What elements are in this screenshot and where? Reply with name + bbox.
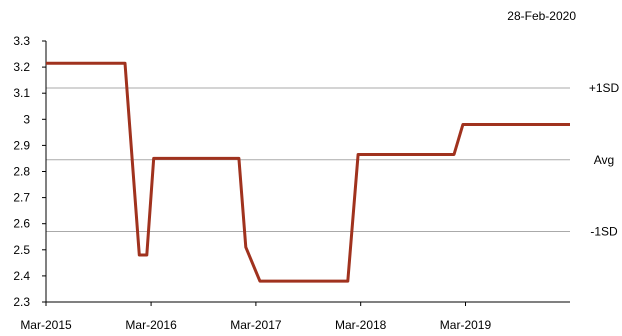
y-tick-label-6: 2.9 <box>13 138 30 152</box>
reference-label-0: +1SD <box>589 81 620 95</box>
reference-label-2: -1SD <box>590 225 618 239</box>
x-tick-label-2: Mar-2017 <box>230 318 282 332</box>
y-tick-label-0: 2.3 <box>13 295 30 309</box>
y-axis-ticks: 2.3 2.4 2.5 2.6 2.7 2.8 2.9 3 3.1 3.2 3.3 <box>13 34 46 309</box>
reference-lines: +1SD Avg -1SD <box>46 81 620 239</box>
y-tick-label-1: 2.4 <box>13 269 30 283</box>
y-tick-label-9: 3.2 <box>13 60 30 74</box>
y-tick-label-2: 2.5 <box>13 243 30 257</box>
y-tick-label-3: 2.6 <box>13 217 30 231</box>
y-tick-label-5: 2.8 <box>13 165 30 179</box>
date-label: 28-Feb-2020 <box>507 9 576 23</box>
reference-label-1: Avg <box>594 153 614 167</box>
x-tick-label-4: Mar-2019 <box>440 318 492 332</box>
series-group <box>46 61 570 283</box>
x-tick-label-0: Mar-2015 <box>20 318 72 332</box>
x-axis-ticks: Mar-2015 Mar-2016 Mar-2017 Mar-2018 Mar-2019 <box>20 302 491 332</box>
series-line-0 <box>46 61 570 283</box>
y-tick-label-8: 3.1 <box>13 86 30 100</box>
x-tick-label-3: Mar-2018 <box>335 318 387 332</box>
axes <box>45 41 570 303</box>
x-tick-label-1: Mar-2016 <box>125 318 177 332</box>
y-tick-label-4: 2.7 <box>13 191 30 205</box>
y-tick-label-10: 3.3 <box>13 34 30 48</box>
y-tick-label-7: 3 <box>23 112 30 126</box>
